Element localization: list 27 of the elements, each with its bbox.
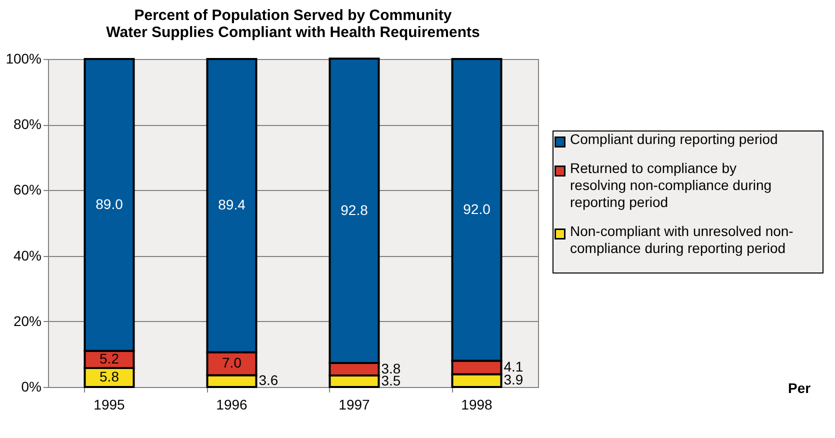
data-label: 4.1 <box>504 358 524 374</box>
y-tick-label: 20% <box>13 312 42 329</box>
y-tick-label: 40% <box>13 247 42 264</box>
data-label: 5.2 <box>100 350 120 366</box>
text: Per <box>788 380 812 396</box>
x-tick-label: 1998 <box>461 396 493 412</box>
data-label: 92.8 <box>340 202 368 218</box>
legend-label: Non-compliant with unresolved non-compliance during reporting period <box>570 223 794 256</box>
data-label: 89.0 <box>96 196 124 212</box>
data-label: 3.6 <box>258 372 278 388</box>
legend-label: Compliant during reporting period <box>570 131 778 147</box>
y-tick-label: 100% <box>6 50 42 66</box>
y-tick-label: 60% <box>13 182 42 198</box>
x-tick-label: 1995 <box>94 396 126 412</box>
data-label: 89.4 <box>218 196 246 213</box>
data-label: 3.9 <box>504 372 524 388</box>
legend-label: Returned to compliance by resolving non-compliance during reporting period <box>570 160 772 210</box>
y-tick-label: 80% <box>13 116 42 132</box>
data-label: 7.0 <box>222 354 242 371</box>
text: Water Supplies Compliant with Health Requirements <box>106 24 480 41</box>
y-tick-label: 0% <box>21 378 42 394</box>
data-label: 3.8 <box>381 360 401 376</box>
x-tick-label: 1996 <box>216 396 248 412</box>
data-label: 5.8 <box>100 368 120 384</box>
data-label: 92.0 <box>463 200 491 217</box>
x-tick-label: 1997 <box>338 396 370 412</box>
text: Percent of Population Served by Community <box>134 7 452 24</box>
